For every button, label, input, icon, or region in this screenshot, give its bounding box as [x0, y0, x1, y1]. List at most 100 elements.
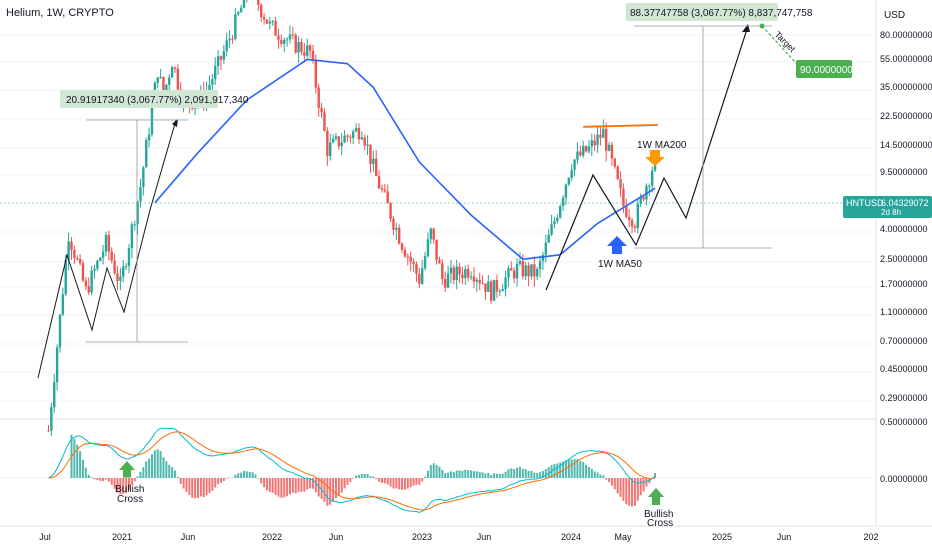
candle-body — [461, 274, 464, 279]
macd-histogram-bar — [102, 478, 105, 482]
candle-body — [423, 255, 427, 269]
price-axis[interactable]: 80.00000000 55.00000000 35.00000000 22.5… — [880, 30, 932, 403]
bullish-cross-1-line2: Cross — [117, 494, 143, 505]
macd-histogram-bar — [326, 478, 329, 506]
candle-body — [50, 407, 53, 431]
macd-histogram-bar — [153, 450, 156, 478]
price-tick: 1.10000000 — [880, 307, 928, 317]
ma200-line — [583, 124, 658, 128]
osc-tick: 0.50000000 — [880, 417, 928, 427]
macd-histogram-bar — [211, 478, 214, 491]
macd-histogram-bar — [516, 467, 519, 478]
macd-histogram-bar — [507, 469, 510, 478]
candle-body — [130, 224, 134, 249]
time-tick: Jun — [181, 532, 196, 542]
candle-body — [590, 140, 594, 147]
candle-body — [55, 347, 59, 383]
measure-label-past[interactable]: 20.91917340 (3,067.77%) 2,091,917,340 — [60, 90, 249, 108]
candle-body — [593, 140, 596, 146]
candle-body — [444, 279, 447, 288]
candle-body — [627, 216, 631, 220]
macd-histogram-bar — [288, 478, 291, 495]
candle-body — [84, 280, 88, 287]
macd-histogram-bar — [441, 469, 444, 478]
macd-histogram-bar — [579, 460, 582, 478]
macd-histogram-bar — [449, 471, 452, 478]
macd-histogram-bar — [73, 439, 76, 478]
candle-body — [363, 137, 366, 146]
macd-histogram-bar — [564, 460, 567, 478]
candle-body — [96, 260, 99, 269]
macd-histogram-bar — [242, 470, 245, 478]
macd-histogram-bar — [357, 474, 360, 478]
candle-body — [570, 169, 573, 178]
candle-body — [107, 234, 111, 252]
time-tick: 2025 — [712, 532, 732, 542]
projection-path — [545, 25, 749, 291]
oscillator-axis[interactable]: 0.50000000 0.00000000 — [880, 417, 928, 484]
candle-body — [64, 259, 67, 295]
macd-histogram-bar — [455, 470, 458, 478]
candle-body — [237, 12, 240, 15]
candle-body — [90, 270, 93, 293]
time-tick: Jul — [39, 532, 51, 542]
time-axis[interactable]: Jul 2021 Jun 2022 Jun 2023 Jun 2024 May … — [39, 532, 878, 542]
candle-body — [527, 265, 530, 277]
macd-histogram-bar — [303, 478, 306, 492]
macd-histogram-bar — [573, 458, 576, 478]
macd-histogram-bar — [265, 478, 268, 491]
candle-body — [346, 135, 349, 137]
candle-body — [478, 279, 481, 284]
macd-histogram-bar — [585, 464, 588, 478]
macd-histogram-bar — [291, 478, 294, 493]
candle-body — [426, 239, 430, 256]
target-box[interactable]: 90.00000000 — [796, 60, 859, 78]
candle-body — [504, 277, 507, 290]
macd-histogram-bar — [173, 470, 176, 478]
macd-histogram-bar — [122, 478, 125, 494]
macd-histogram-bar — [263, 478, 266, 488]
macd-histogram-bar — [530, 470, 533, 478]
candle-body — [320, 107, 323, 113]
candle-body — [495, 279, 499, 292]
macd-histogram-bar — [524, 468, 527, 478]
candle-body — [349, 136, 352, 138]
macd-histogram-bar — [380, 478, 383, 484]
macd-histogram-bar — [104, 478, 107, 480]
ma50-label: 1W MA50 — [598, 259, 642, 270]
macd-histogram-bar — [171, 467, 174, 478]
macd-histogram-bar — [484, 473, 487, 478]
bullish-cross-2-line1: Bullish — [644, 509, 673, 520]
candle-body — [81, 263, 85, 281]
candle-body — [377, 176, 381, 189]
candle-body — [323, 112, 326, 131]
macd-histogram-bar — [415, 478, 418, 485]
macd-histogram-bar — [352, 478, 355, 479]
macd-histogram-bar — [205, 478, 208, 496]
candle-body — [650, 170, 654, 186]
macd-histogram-bar — [240, 472, 243, 478]
macd-histogram-bar — [435, 464, 438, 478]
candle-body — [76, 258, 79, 260]
macd-histogram-bar — [268, 478, 271, 492]
candle-body — [421, 268, 424, 284]
candle-body — [398, 227, 401, 244]
macd-histogram-bar — [317, 478, 320, 497]
macd-histogram-bar — [251, 472, 254, 478]
macd-histogram-bar — [544, 469, 547, 478]
candle-body — [156, 77, 159, 83]
macd-histogram-bar — [248, 471, 251, 478]
candle-body — [533, 264, 536, 277]
macd-histogram-bar — [418, 478, 421, 485]
macd-histogram-bar — [260, 478, 263, 484]
macd-histogram-bar — [311, 478, 314, 489]
candle-body — [99, 257, 102, 261]
macd-histogram-bar — [472, 471, 475, 478]
measure-label-future[interactable]: 88.37747758 (3,067.77%) 8,837,747,758 — [626, 3, 813, 21]
macd-histogram-bar — [619, 478, 622, 497]
candle-body — [392, 218, 395, 230]
macd-histogram-bar — [133, 478, 136, 482]
macd-histogram-bar — [300, 478, 303, 492]
time-tick: 2021 — [112, 532, 132, 542]
